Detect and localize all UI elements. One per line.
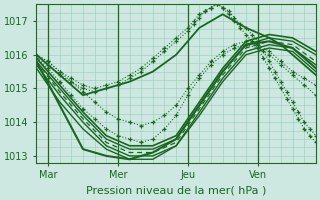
X-axis label: Pression niveau de la mer( hPa ): Pression niveau de la mer( hPa ) [86, 186, 266, 196]
